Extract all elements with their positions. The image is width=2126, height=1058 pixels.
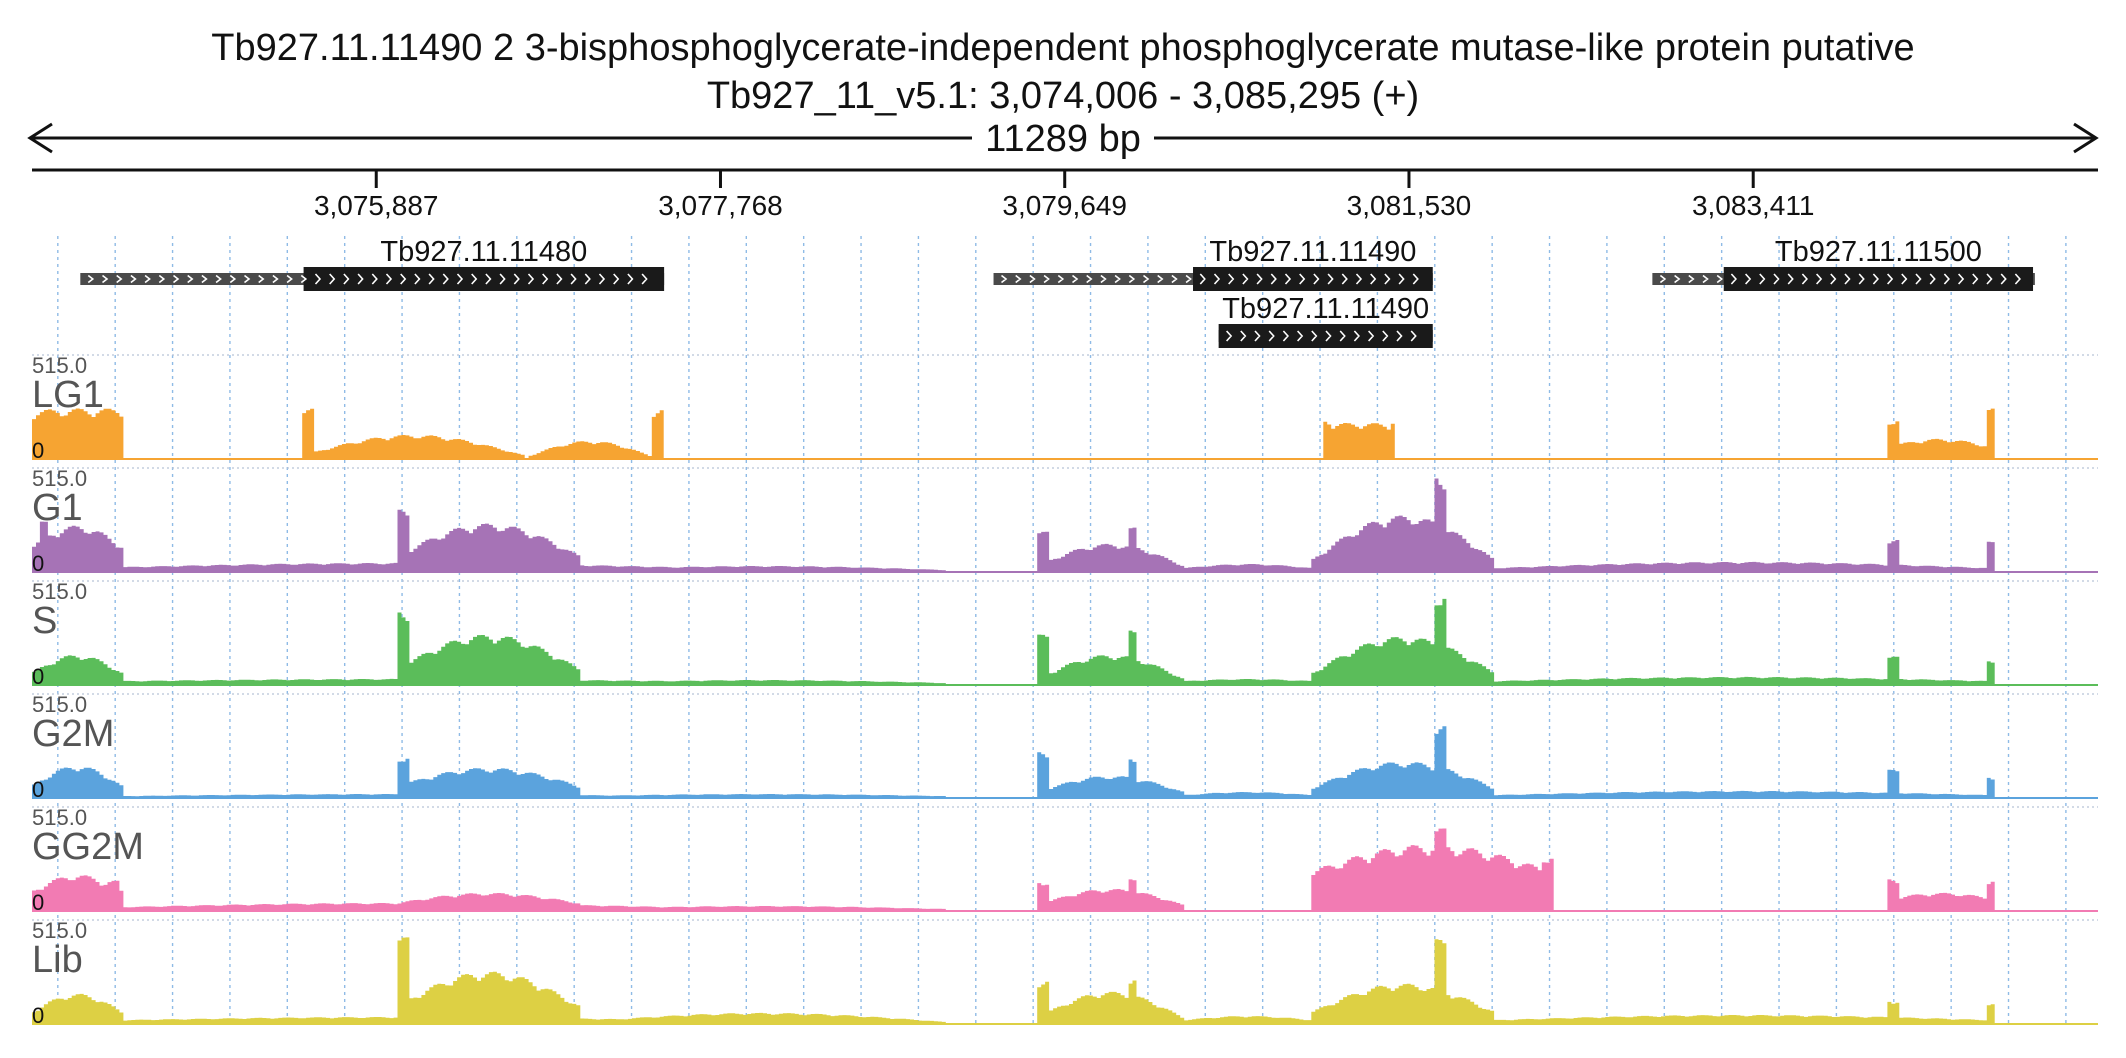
gene-model-Tb927.11.11490-alt[interactable]: Tb927.11.11490 <box>1218 293 1433 348</box>
track-zero-label: 0 <box>32 777 44 802</box>
axis-tick-label: 3,081,530 <box>1347 190 1472 221</box>
header: Tb927.11.11490 2 3-bisphosphoglycerate-i… <box>211 27 1914 117</box>
strand-arrow-icon <box>87 273 648 285</box>
span-arrow-left-icon <box>27 122 53 154</box>
track-name: LG1 <box>32 374 104 416</box>
span-indicator: 11289 bp <box>27 118 2099 160</box>
track-max-label: 515.0 <box>32 805 87 830</box>
strand-arrow-icon <box>1001 273 1419 285</box>
track-zero-label: 0 <box>32 438 44 463</box>
coordinate-axis: 3,075,887 3,077,768 3,079,649 3,081,530 3,08… <box>32 168 2098 221</box>
track-name: G1 <box>32 487 83 529</box>
gene-cds <box>303 267 665 291</box>
gene-models: Tb927.11.11480 Tb927.11.11490 Tb927.11.114… <box>80 236 2035 348</box>
track-zero-label: 0 <box>32 551 44 576</box>
coverage-area-GG2M <box>32 828 2098 911</box>
gene-cds <box>1193 267 1433 291</box>
gene-cds <box>1218 324 1433 348</box>
track-name: G2M <box>32 713 114 755</box>
coverage-area-S <box>32 598 2098 685</box>
track-max-label: 515.0 <box>32 466 87 491</box>
axis-tick-label: 3,077,768 <box>658 190 783 221</box>
gene-label: Tb927.11.11500 <box>1775 236 1982 268</box>
gene-label: Tb927.11.11490 <box>1209 236 1416 268</box>
coverage-tracks: 515.0LG10515.0G10515.0S0515.0G2M0515.0GG… <box>32 353 2098 1028</box>
gene-title: Tb927.11.11490 2 3-bisphosphoglycerate-i… <box>211 27 1914 69</box>
strand-arrow-icon <box>1659 273 2021 285</box>
track-name: GG2M <box>32 826 144 868</box>
gene-label: Tb927.11.11490 <box>1222 293 1429 325</box>
coverage-area-LG1 <box>32 408 2098 459</box>
track-zero-label: 0 <box>32 664 44 689</box>
span-arrow-right-icon <box>2073 122 2099 154</box>
span-length-label: 11289 bp <box>985 118 1141 160</box>
track-S: 515.0S 0 <box>32 579 2098 689</box>
track-name: S <box>32 600 57 642</box>
locus-label: Tb927_11_v5.1: 3,074,006 - 3,085,295 (+) <box>707 75 1419 117</box>
track-max-label: 515.0 <box>32 918 87 943</box>
gene-label: Tb927.11.11480 <box>380 236 587 268</box>
strand-arrow-icon <box>1226 330 1417 342</box>
track-name: Lib <box>32 939 83 981</box>
track-max-label: 515.0 <box>32 579 87 604</box>
grid-lines <box>57 236 2067 1024</box>
coverage-area-Lib <box>32 937 2098 1024</box>
track-zero-label: 0 <box>32 890 44 915</box>
coverage-area-G1 <box>32 478 2098 572</box>
gene-model-Tb927.11.11490[interactable]: Tb927.11.11490 <box>993 236 1433 291</box>
gene-model-Tb927.11.11500[interactable]: Tb927.11.11500 <box>1652 236 2035 291</box>
track-max-label: 515.0 <box>32 353 87 378</box>
axis-tick-label: 3,075,887 <box>314 190 439 221</box>
axis-tick-label: 3,083,411 <box>1692 190 1815 221</box>
coverage-area-G2M <box>32 726 2098 798</box>
track-G1: 515.0G1 0 <box>32 466 2098 576</box>
axis-tick-label: 3,079,649 <box>1002 190 1127 221</box>
gene-model-Tb927.11.11480[interactable]: Tb927.11.11480 <box>80 236 665 291</box>
track-zero-label: 0 <box>32 1003 44 1028</box>
track-max-label: 515.0 <box>32 692 87 717</box>
